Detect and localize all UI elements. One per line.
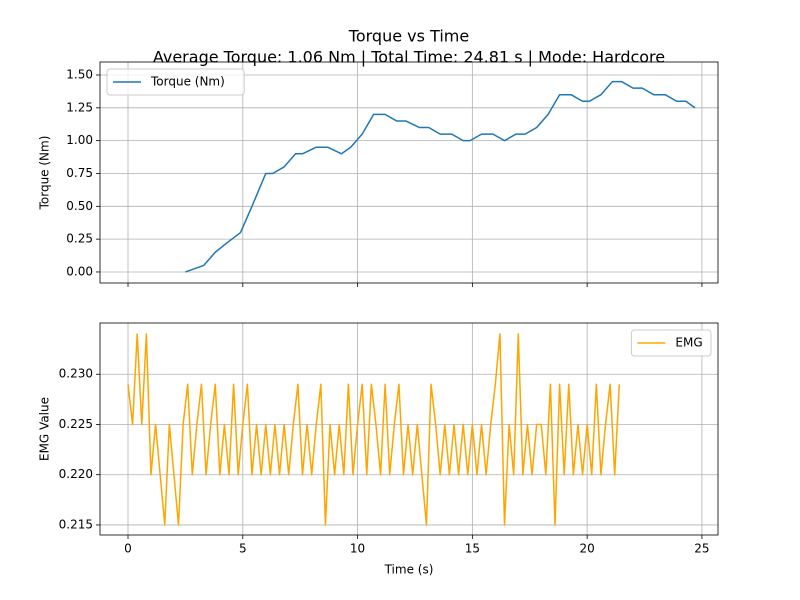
y-tick-label: 1.50 [66,68,93,82]
x-tick-label: 10 [350,542,365,556]
series-line [127,333,621,526]
y-tick-label: 0.215 [59,517,93,531]
y-tick-label: 0.00 [66,264,93,278]
legend-label: Torque (Nm) [150,75,225,89]
y-tick-label: 0.230 [59,367,93,381]
y-axis-label: Torque (Nm) [38,136,52,211]
chart-subtitle: Average Torque: 1.06 Nm | Total Time: 24… [153,48,665,67]
y-axis-label: EMG Value [38,397,52,461]
x-tick-label: 20 [580,542,595,556]
y-tick-label: 0.25 [66,232,93,246]
y-tick-label: 0.220 [59,467,93,481]
chart-title: Torque vs Time [348,27,469,46]
x-tick-label: 15 [465,542,480,556]
series-line [185,80,696,273]
x-tick-label: 25 [694,542,709,556]
y-tick-label: 1.00 [66,133,93,147]
legend-label: EMG [675,336,702,350]
plot-frame [99,61,719,284]
y-tick-label: 1.25 [66,100,93,114]
x-axis-label: Time (s) [384,563,434,577]
plot-frame [99,322,719,536]
legend-box [106,68,245,96]
y-tick-label: 0.225 [59,417,93,431]
x-tick-label: 5 [239,542,247,556]
y-tick-label: 0.75 [66,166,93,180]
x-tick-label: 0 [124,542,132,556]
y-tick-label: 0.50 [66,199,93,213]
legend-box [630,329,712,357]
